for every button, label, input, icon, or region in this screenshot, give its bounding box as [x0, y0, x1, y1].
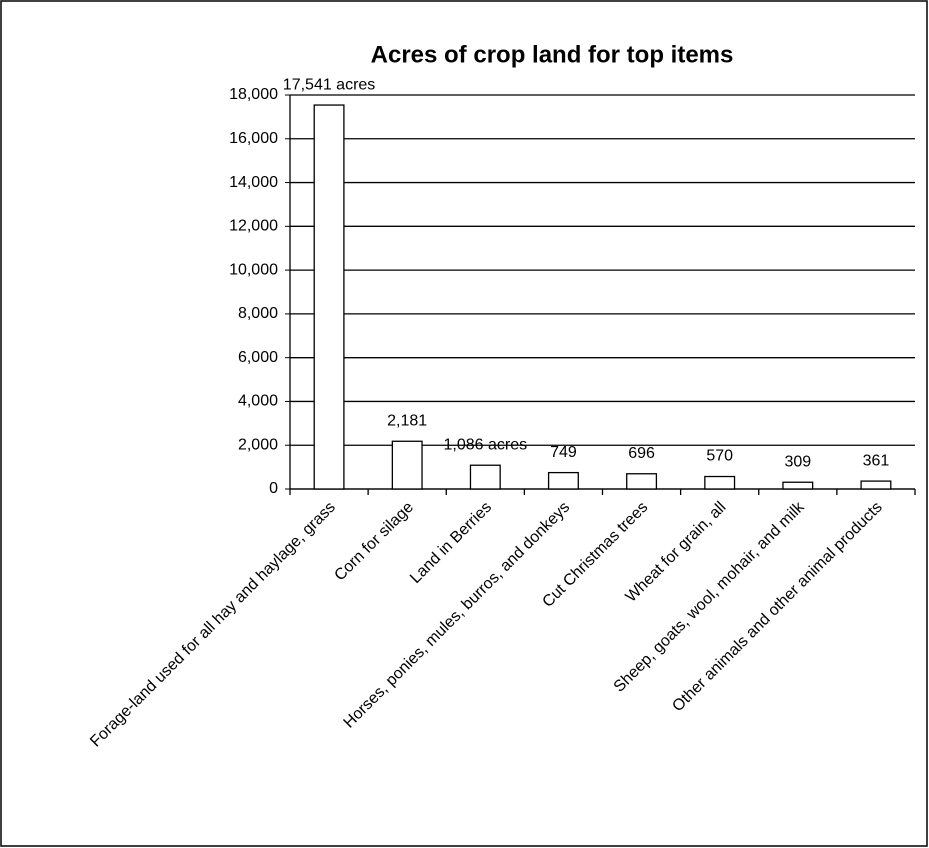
y-tick-label: 10,000 [229, 261, 278, 278]
y-tick-label: 2,000 [238, 436, 278, 453]
y-tick-label: 18,000 [229, 86, 278, 103]
y-tick-label: 6,000 [238, 349, 278, 366]
data-label: 696 [628, 445, 655, 462]
data-label: 570 [706, 448, 733, 465]
bar [782, 481, 814, 490]
bar [547, 471, 579, 490]
data-label: 309 [784, 453, 811, 470]
y-tick-label: 14,000 [229, 174, 278, 191]
data-label: 2,181 [387, 412, 427, 429]
bar [391, 440, 423, 490]
y-tick-label: 16,000 [229, 130, 278, 147]
bar [626, 473, 658, 490]
bar [704, 475, 736, 490]
bar [313, 104, 345, 490]
bar [469, 464, 501, 490]
y-tick-label: 0 [269, 480, 278, 497]
bar [860, 480, 892, 490]
y-tick-label: 12,000 [229, 218, 278, 235]
data-label: 17,541 acres [283, 76, 376, 93]
data-label: 361 [863, 452, 890, 469]
y-tick-label: 4,000 [238, 393, 278, 410]
y-tick-label: 8,000 [238, 305, 278, 322]
data-label: 1,086 acres [444, 436, 528, 453]
chart-title: Acres of crop land for top items [371, 41, 734, 68]
data-label: 749 [550, 444, 577, 461]
